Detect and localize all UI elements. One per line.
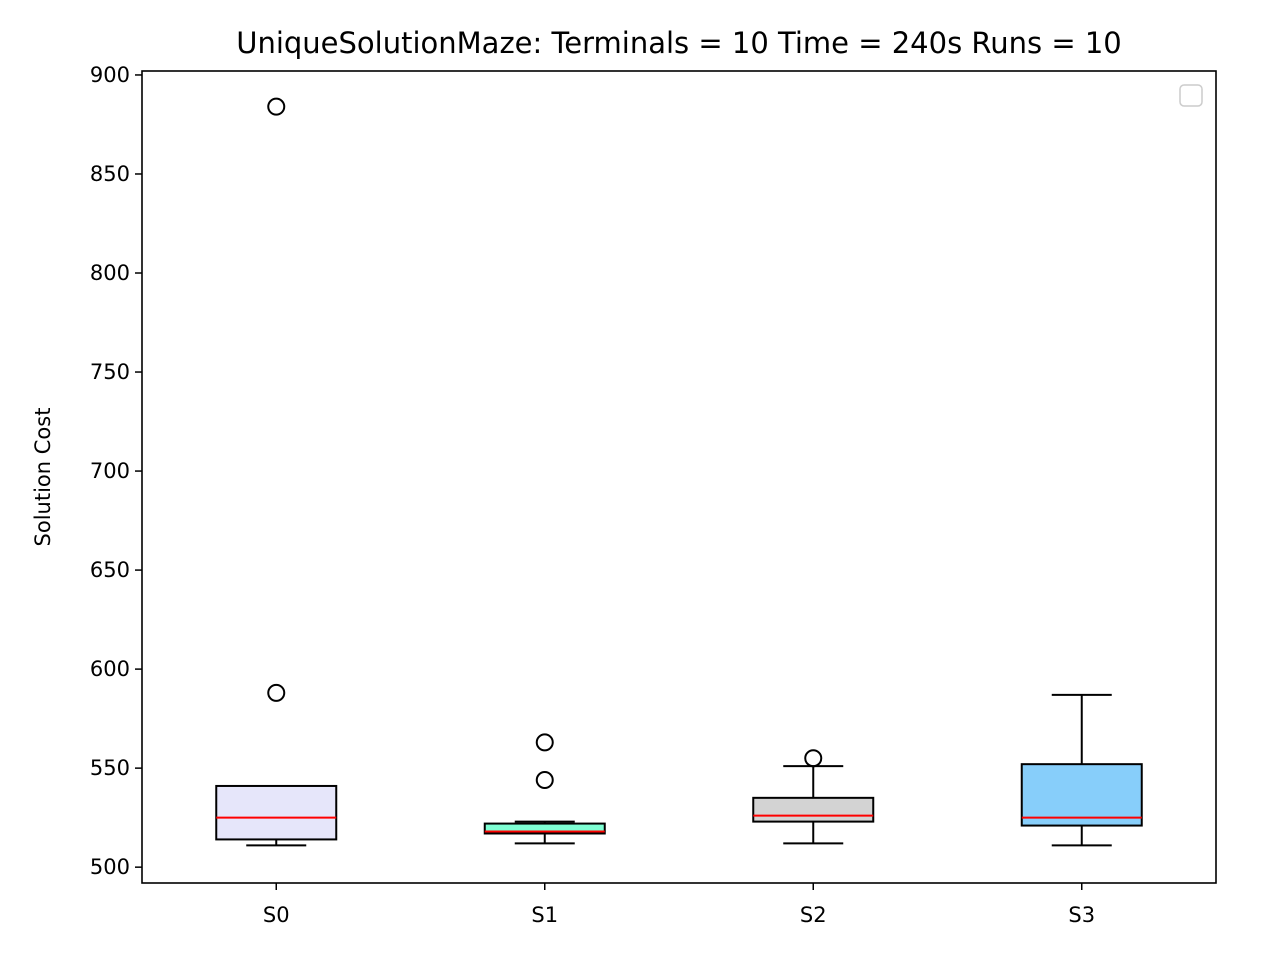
y-tick-label: 750	[90, 360, 130, 384]
x-tick-label: S0	[263, 903, 290, 927]
box-iqr	[1020, 763, 1143, 827]
y-tick-label: 700	[90, 459, 130, 483]
x-axis: S0 S1 S2 S3	[263, 883, 1095, 927]
box-iqr	[215, 784, 338, 841]
y-axis: 500 550 600 650 700 750 800 850 900	[90, 63, 142, 879]
y-tick-label: 800	[90, 261, 130, 285]
outlier-point	[535, 733, 554, 752]
outlier-point	[267, 683, 286, 702]
y-tick-label: 650	[90, 558, 130, 582]
y-tick-label: 900	[90, 63, 130, 87]
y-tick-label: 550	[90, 756, 130, 780]
box-group-s1	[483, 733, 606, 845]
box-group-s2	[752, 749, 875, 845]
outlier-point	[804, 749, 823, 768]
y-tick-label: 500	[90, 855, 130, 879]
box-group-s3	[1020, 693, 1143, 847]
outlier-point	[267, 97, 286, 116]
x-tick-label: S3	[1068, 903, 1095, 927]
y-tick-label: 850	[90, 162, 130, 186]
outlier-point	[535, 771, 554, 790]
box-iqr	[483, 822, 606, 835]
x-tick-label: S2	[800, 903, 827, 927]
box-group-s0	[215, 97, 338, 847]
plot-area	[215, 97, 1143, 847]
y-tick-label: 600	[90, 657, 130, 681]
plot-frame	[141, 70, 1217, 884]
x-tick-label: S1	[531, 903, 558, 927]
legend-box	[1179, 84, 1203, 107]
box-iqr	[752, 796, 875, 823]
chart-title: UniqueSolutionMaze: Terminals = 10 Time …	[236, 26, 1122, 60]
y-axis-label: Solution Cost	[31, 408, 55, 547]
